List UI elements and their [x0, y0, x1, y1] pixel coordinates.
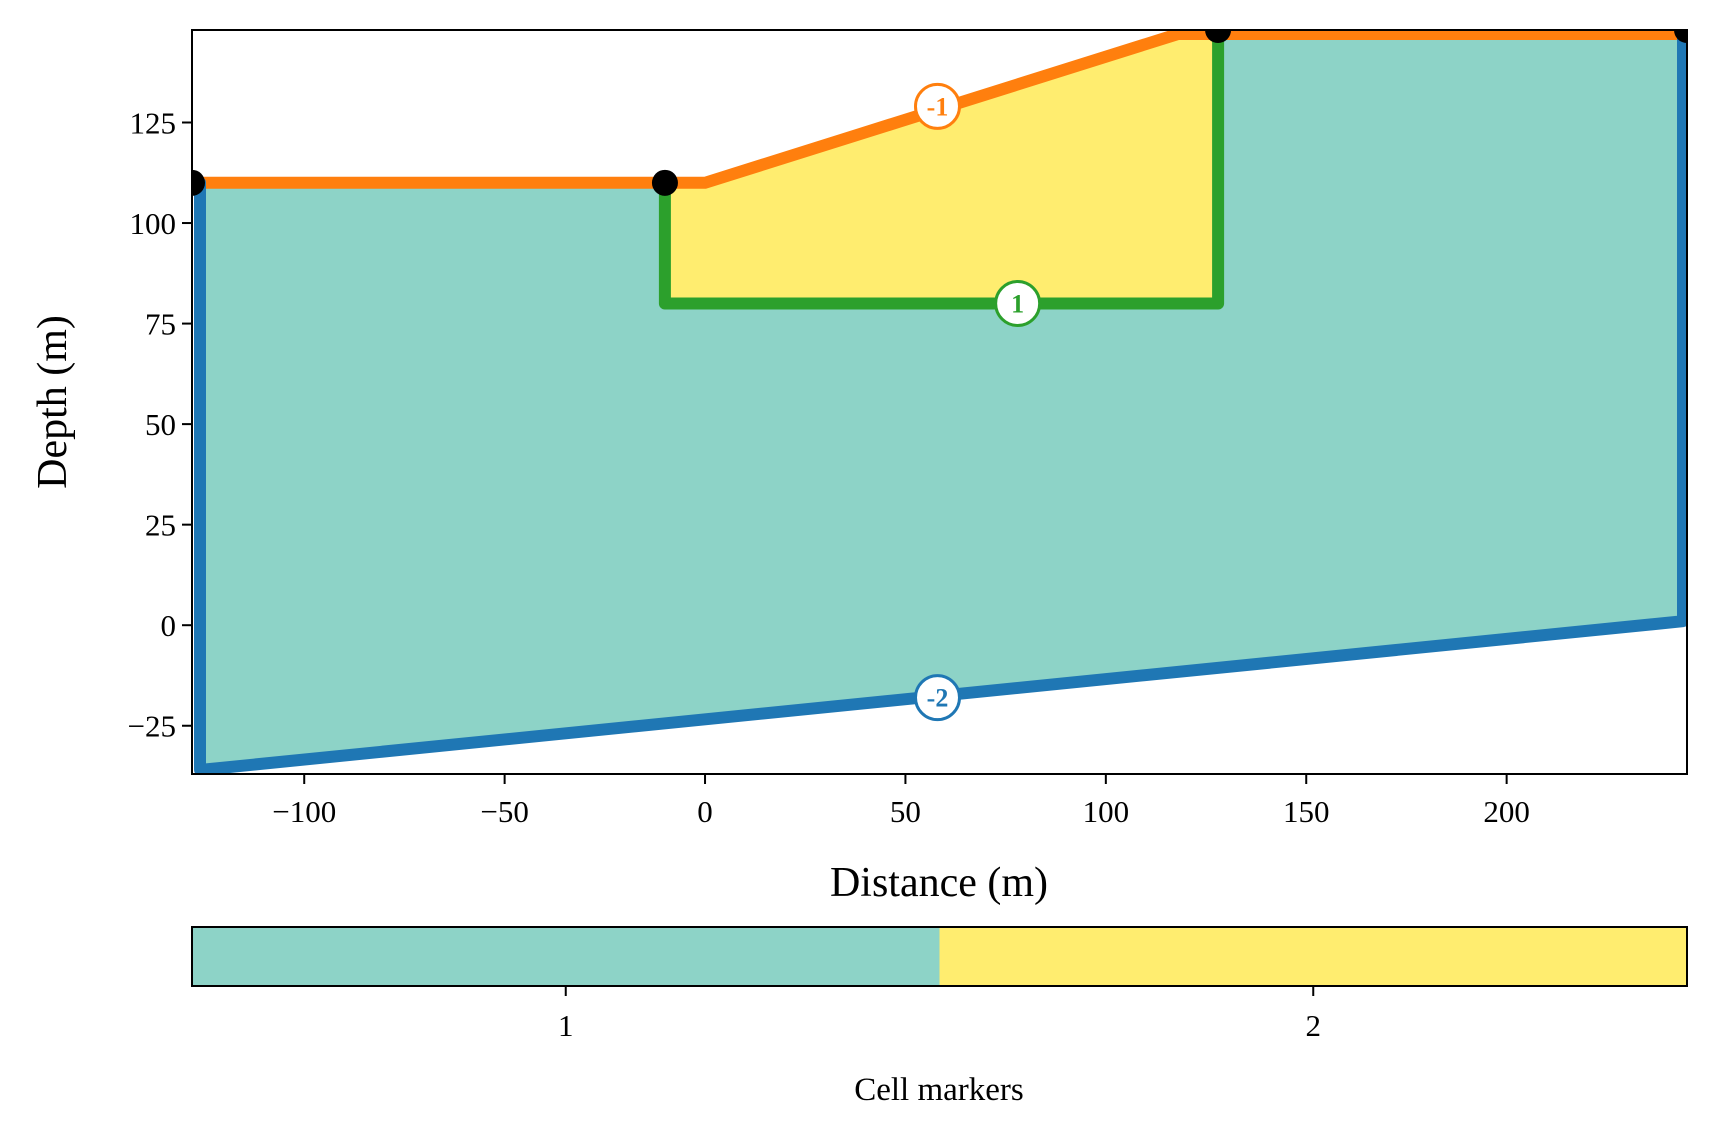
- x-tick-label: −50: [480, 794, 528, 829]
- nodes: [192, 30, 1687, 196]
- boundary-marker-circle--1: [913, 82, 961, 130]
- y-tick-label: 75: [145, 307, 176, 342]
- x-axis-ticks: −100 −50 0 50 100 150 200: [272, 774, 1530, 829]
- x-tick-label: −100: [272, 794, 336, 829]
- colorbar-tick-label: 1: [558, 1008, 574, 1043]
- colorbar-cell-2: [939, 927, 1687, 986]
- boundary-marker-label-1: 1: [1011, 289, 1024, 318]
- y-tick-label: 50: [145, 407, 176, 442]
- boundary-marker-label--2: -2: [927, 684, 949, 713]
- x-tick-label: 50: [890, 794, 921, 829]
- x-tick-label: 100: [1083, 794, 1130, 829]
- colorbar-cells: [192, 927, 1687, 986]
- node-2: [651, 169, 678, 196]
- y-tick-label: 25: [145, 508, 176, 543]
- colorbar-frame: [191, 926, 1688, 987]
- node-4: [1674, 30, 1687, 43]
- y-axis-label: Depth (m): [30, 315, 76, 489]
- y-tick-label: −25: [128, 709, 176, 744]
- node-1: [192, 169, 205, 196]
- y-axis-ticks: −25 0 25 50 75 100 125: [128, 105, 192, 744]
- y-tick-label: 100: [130, 206, 177, 241]
- x-tick-label: 0: [697, 794, 713, 829]
- y-tick-label: 0: [161, 608, 177, 643]
- colorbar-tick-label: 2: [1306, 1008, 1322, 1043]
- boundary-marker-circle--2: [913, 674, 961, 722]
- boundary-marker-circle-1: [994, 279, 1042, 327]
- node-3: [1205, 30, 1232, 43]
- colorbar-label: Cell markers: [854, 1072, 1024, 1108]
- boundary-markers: -1 1 -2: [913, 82, 1042, 722]
- y-tick-label: 125: [130, 105, 177, 140]
- regions: [199, 33, 1684, 771]
- plot-area: -1 1 -2: [192, 30, 1687, 774]
- boundary-line-marker-1: [658, 30, 1225, 310]
- colorbar-cell-1: [192, 927, 940, 986]
- x-axis-label: Distance (m): [830, 860, 1048, 906]
- boundary-marker-label--1: -1: [927, 92, 949, 121]
- x-tick-label: 200: [1483, 794, 1530, 829]
- plot-frame: [191, 29, 1688, 775]
- x-tick-label: 150: [1283, 794, 1330, 829]
